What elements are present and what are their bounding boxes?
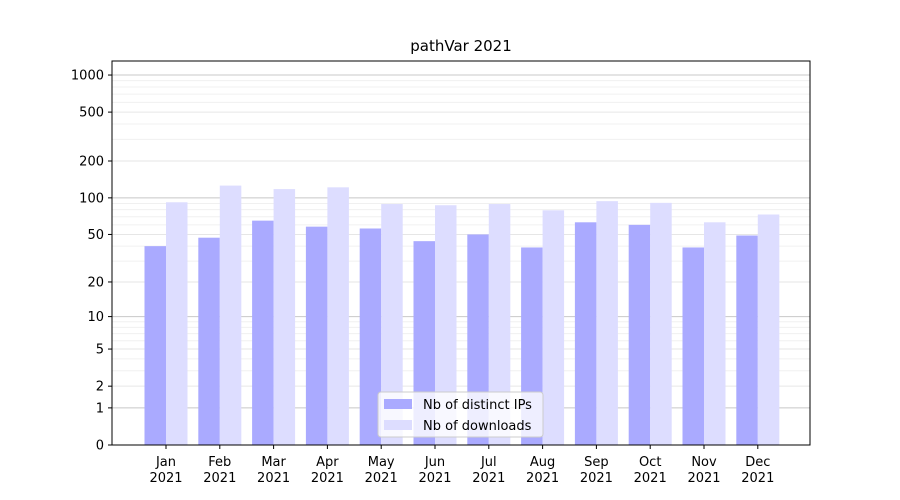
chart-title: pathVar 2021 bbox=[410, 37, 512, 55]
y-tick-label: 10 bbox=[87, 310, 104, 325]
bar-distinct-ips bbox=[198, 237, 220, 445]
x-tick-label: Feb 2021 bbox=[203, 455, 236, 486]
x-tick-label: Nov 2021 bbox=[687, 455, 720, 486]
bar-distinct-ips bbox=[359, 228, 382, 445]
y-tick-label: 0 bbox=[96, 439, 104, 454]
y-tick-label: 200 bbox=[79, 155, 104, 170]
x-tick-label: Dec 2021 bbox=[741, 455, 774, 486]
bar-distinct-ips bbox=[682, 247, 704, 445]
x-tick-label: Aug 2021 bbox=[526, 455, 559, 486]
legend-swatch bbox=[384, 399, 412, 409]
bar-downloads bbox=[435, 205, 457, 445]
bar-downloads bbox=[596, 201, 618, 445]
bar-downloads bbox=[273, 189, 296, 445]
bar-downloads bbox=[166, 202, 188, 445]
legend: Nb of distinct IPs Nb of downloads bbox=[377, 391, 544, 438]
bar-downloads bbox=[381, 204, 403, 445]
bar-downloads bbox=[650, 202, 672, 445]
y-tick-label: 1 bbox=[96, 401, 104, 416]
bar-distinct-ips bbox=[736, 235, 758, 445]
x-tick-label: Sep 2021 bbox=[580, 455, 613, 486]
bar-distinct-ips bbox=[144, 246, 166, 445]
bar-downloads bbox=[327, 187, 349, 445]
bar-downloads bbox=[488, 204, 511, 445]
y-axis: 0 1 2 5 10 20 50 100 200 500 1000 bbox=[71, 69, 112, 454]
bar-distinct-ips bbox=[628, 224, 651, 445]
legend-swatch bbox=[384, 420, 412, 430]
x-tick-label: Mar 2021 bbox=[257, 455, 290, 486]
x-tick-label: May 2021 bbox=[365, 455, 398, 486]
x-tick-label: Oct 2021 bbox=[634, 455, 667, 486]
x-tick-label: Jun 2021 bbox=[418, 455, 451, 486]
x-tick-label: Apr 2021 bbox=[311, 455, 344, 486]
x-tick-label: Jan 2021 bbox=[149, 455, 182, 486]
legend-label: Nb of downloads bbox=[423, 419, 532, 434]
bar-distinct-ips bbox=[252, 220, 274, 445]
bar-distinct-ips bbox=[574, 222, 597, 445]
bar-downloads bbox=[757, 214, 780, 445]
y-tick-label: 1000 bbox=[71, 69, 104, 84]
bar-downloads bbox=[704, 222, 726, 445]
bar-downloads bbox=[219, 185, 242, 445]
x-axis: Jan 2021 Feb 2021 Mar 2021 Apr 2021 May 2021 Jun 20… bbox=[149, 445, 774, 486]
y-tick-label: 50 bbox=[87, 228, 104, 243]
legend-label: Nb of distinct IPs bbox=[423, 398, 532, 413]
bar-downloads bbox=[542, 210, 565, 445]
y-tick-label: 2 bbox=[96, 380, 104, 395]
legend-box bbox=[377, 391, 544, 438]
y-tick-label: 5 bbox=[96, 343, 104, 358]
y-tick-label: 20 bbox=[87, 275, 104, 290]
bar-distinct-ips bbox=[305, 226, 328, 445]
plot-frame bbox=[111, 60, 811, 446]
x-tick-label: Jul 2021 bbox=[472, 455, 505, 486]
y-tick-label: 500 bbox=[79, 106, 104, 121]
y-tick-label: 100 bbox=[79, 191, 104, 206]
